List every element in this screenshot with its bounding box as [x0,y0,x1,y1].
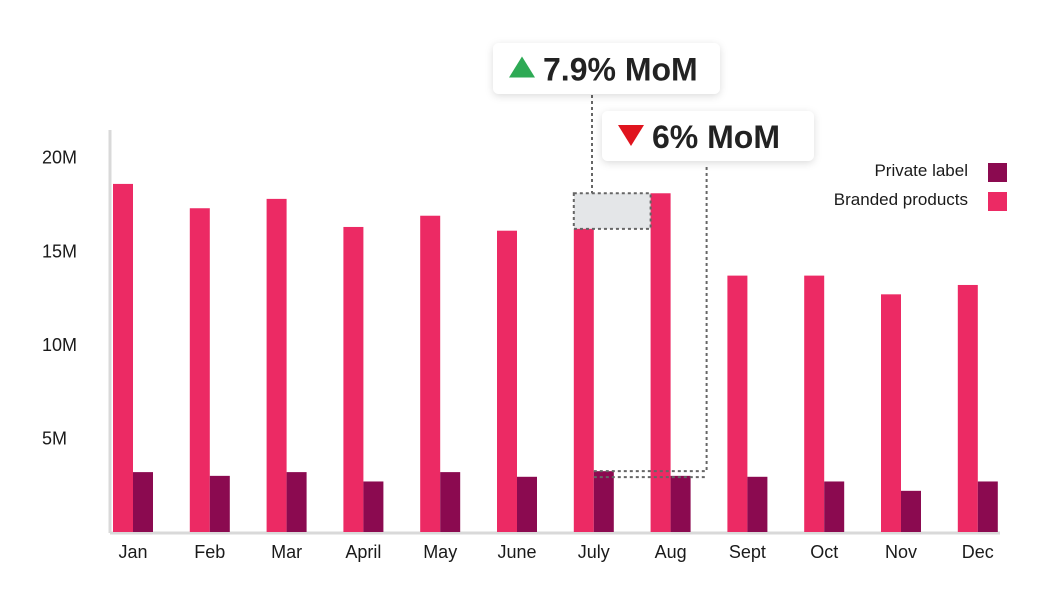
bar-private-june [517,476,537,532]
callout-text: 7.9% MoM [543,52,698,88]
bar-private-feb [209,475,230,532]
x-tick-label: Aug [655,542,687,562]
bar-private-dec [977,481,998,532]
change-highlight [573,193,651,229]
bar-private-nov [901,490,921,532]
bar-branded-april [343,226,364,532]
bar-private-mar [286,472,307,532]
x-tick-label: Mar [271,542,302,562]
bar-branded-oct [804,275,825,532]
x-tick-label: Sept [729,542,766,562]
bar-private-aug [670,475,691,532]
x-tick-label: July [578,542,610,562]
callout-box-down [602,111,814,161]
legend-label: Private label [874,161,968,180]
legend-swatch [988,192,1007,211]
bar-branded-nov [881,294,901,532]
callout-connectors [572,95,708,479]
y-tick-label: 20M [42,148,77,168]
callout-box-up [493,43,720,94]
legend: Private label Branded products [834,161,1007,211]
bar-private-oct [824,481,845,532]
bars [113,183,998,533]
triangle-down-icon [618,125,644,146]
x-tick-label: Oct [810,542,838,562]
branded-change-outline [572,192,652,230]
x-tick-label: May [423,542,457,562]
callout-text: 6% MoM [652,119,780,155]
tick-labels: 5M 10M 15M 20M Jan Feb Mar April May June July Aug S… [42,148,994,562]
bar-branded-dec [957,284,978,532]
private-change-bracket [593,164,708,479]
bar-branded-jan [113,183,133,532]
branded-change-band [573,193,651,229]
bar-branded-sept [727,275,748,532]
bar-branded-may [420,215,441,532]
y-tick-label: 10M [42,335,77,355]
bar-branded-july [573,228,594,533]
callouts: 7.9% MoM 6% MoM [493,43,814,161]
x-tick-label: Dec [962,542,994,562]
bar-private-april [363,481,384,532]
bar-branded-mar [266,198,287,532]
x-tick-label: Jan [118,542,147,562]
bar-private-july [593,471,614,532]
legend-swatch [988,163,1007,182]
bar-private-sept [747,476,768,532]
bar-branded-june [497,230,517,532]
bar-private-may [440,472,461,532]
y-tick-label: 5M [42,428,67,448]
bar-private-jan [133,472,153,532]
bar-branded-aug [650,193,671,532]
legend-label: Branded products [834,190,968,209]
x-tick-label: June [497,542,536,562]
x-tick-label: Nov [885,542,917,562]
y-tick-label: 15M [42,241,77,261]
triangle-up-icon [509,56,535,78]
axes [108,130,1000,535]
bar-branded-feb [189,208,210,532]
x-tick-label: April [345,542,381,562]
x-tick-label: Feb [194,542,225,562]
